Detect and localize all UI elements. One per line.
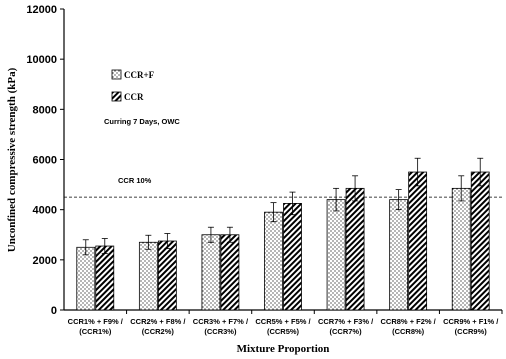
legend-label-ccr: CCR xyxy=(124,92,144,102)
y-tick-label: 10000 xyxy=(26,54,57,66)
bar-ccr xyxy=(283,202,302,311)
bar-ccr-f xyxy=(264,211,283,311)
category-label-sub: (CCR5%) xyxy=(267,327,300,336)
bar-ccr-f xyxy=(138,241,158,311)
category-label-sub: (CCR1%) xyxy=(79,327,112,336)
curing-annotation: Curring 7 Days, OWC xyxy=(104,117,180,126)
bar-ccr xyxy=(345,187,365,311)
x-axis-title: Mixture Proportion xyxy=(237,343,330,355)
bar-ccr xyxy=(408,171,428,311)
bar-ccr xyxy=(157,240,177,311)
category-label-sub: (CCR2%) xyxy=(142,327,175,336)
plot-area: 0 2000 4000 6000 8000 10000 12000 CCR1% + F9% /… xyxy=(26,4,503,336)
y-tick-label: 0 xyxy=(51,305,57,317)
bar-ccr xyxy=(470,171,490,311)
bar-ccr-f xyxy=(201,234,221,311)
category-label-sub: (CCR8%) xyxy=(392,327,425,336)
y-tick-label: 12000 xyxy=(26,4,57,16)
category-label-sub: (CCR7%) xyxy=(330,327,363,336)
category-label: CCR2% + F8% / xyxy=(130,317,186,326)
legend-label-ccr-f: CCR+F xyxy=(124,70,155,80)
bar-ccr xyxy=(220,234,240,311)
legend-swatch-ccr xyxy=(111,91,122,102)
y-axis-title: Unconfined compressive strength (kPa) xyxy=(6,67,18,252)
category-label: CCR8% + F2% / xyxy=(381,317,437,326)
category-label: CCR1% + F9% / xyxy=(68,317,124,326)
category-label-sub: (CCR3%) xyxy=(204,327,237,336)
legend: CCR+F CCR xyxy=(111,69,155,102)
y-tick-label: 4000 xyxy=(33,205,57,217)
bar-ccr-f xyxy=(389,199,409,311)
bar-ccr-f xyxy=(326,199,346,311)
y-tick-label: 2000 xyxy=(33,255,57,267)
y-tick-label: 8000 xyxy=(33,104,57,116)
category-label: CCR7% + F3% / xyxy=(318,317,374,326)
category-label: CCR9% + F1% / xyxy=(443,317,499,326)
category-label: CCR5% + F5% / xyxy=(255,317,311,326)
y-tick-label: 6000 xyxy=(33,155,57,167)
category-label: CCR3% + F7% / xyxy=(193,317,249,326)
reference-line-label: CCR 10% xyxy=(118,176,152,185)
bar-ccr-f xyxy=(76,246,96,311)
bar-ccr-f xyxy=(451,187,471,311)
legend-swatch-ccr-f xyxy=(111,69,122,80)
bar-ccr xyxy=(95,245,115,311)
category-label-sub: (CCR9%) xyxy=(455,327,488,336)
